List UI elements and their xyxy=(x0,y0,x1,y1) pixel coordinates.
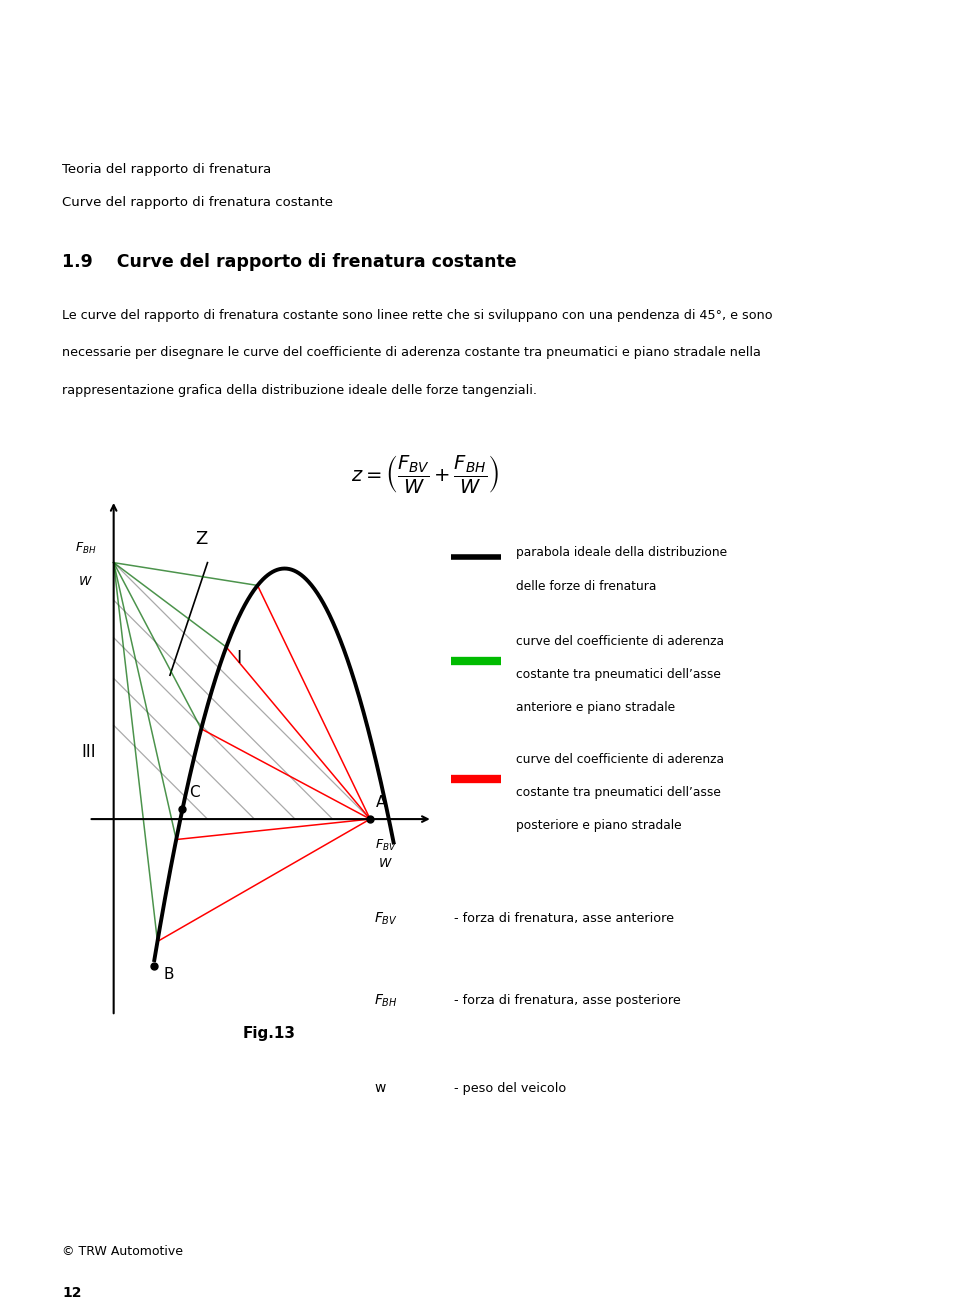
Text: curve del coefficiente di aderenza: curve del coefficiente di aderenza xyxy=(516,753,724,766)
Text: III: III xyxy=(82,742,96,761)
Text: C: C xyxy=(189,784,200,800)
Text: Le curve del rapporto di frenatura costante sono linee rette che si sviluppano c: Le curve del rapporto di frenatura costa… xyxy=(62,309,773,322)
Text: anteriore e piano stradale: anteriore e piano stradale xyxy=(516,701,675,715)
Text: $F_{BH}$: $F_{BH}$ xyxy=(75,541,96,557)
Text: - forza di frenatura, asse anteriore: - forza di frenatura, asse anteriore xyxy=(454,912,674,925)
Text: delle forze di frenatura: delle forze di frenatura xyxy=(516,579,657,592)
Text: $F_{BH}$: $F_{BH}$ xyxy=(374,992,398,1009)
Text: Z: Z xyxy=(195,530,207,547)
Text: costante tra pneumatici dell’asse: costante tra pneumatici dell’asse xyxy=(516,786,721,799)
Text: - peso del veicolo: - peso del veicolo xyxy=(454,1082,566,1095)
Text: 12: 12 xyxy=(62,1286,82,1300)
Text: curve del coefficiente di aderenza: curve del coefficiente di aderenza xyxy=(516,634,724,647)
Text: Teoria del rapporto di frenatura: Teoria del rapporto di frenatura xyxy=(62,163,272,175)
Text: $W$: $W$ xyxy=(378,857,394,870)
Text: I: I xyxy=(236,649,241,667)
Text: Fig.13: Fig.13 xyxy=(242,1025,296,1041)
Text: $W$: $W$ xyxy=(78,575,93,588)
Text: necessarie per disegnare le curve del coefficiente di aderenza costante tra pneu: necessarie per disegnare le curve del co… xyxy=(62,346,761,359)
Text: A: A xyxy=(376,795,387,809)
Text: TRW: TRW xyxy=(779,51,892,95)
Text: costante tra pneumatici dell’asse: costante tra pneumatici dell’asse xyxy=(516,669,721,680)
Text: $F_{BV}$: $F_{BV}$ xyxy=(375,838,396,853)
Text: posteriore e piano stradale: posteriore e piano stradale xyxy=(516,819,682,832)
Text: $z= \left(\dfrac{F_{BV}}{W} + \dfrac{F_{BH}}{W}\right)$: $z= \left(\dfrac{F_{BV}}{W} + \dfrac{F_{… xyxy=(351,453,499,495)
Text: TRW – Safety: TRW – Safety xyxy=(67,63,201,82)
Text: © TRW Automotive: © TRW Automotive xyxy=(62,1245,183,1258)
Text: w: w xyxy=(374,1082,386,1095)
Text: Curve del rapporto di frenatura costante: Curve del rapporto di frenatura costante xyxy=(62,196,333,209)
Text: parabola ideale della distribuzione: parabola ideale della distribuzione xyxy=(516,546,728,559)
Text: rappresentazione grafica della distribuzione ideale delle forze tangenziali.: rappresentazione grafica della distribuz… xyxy=(62,384,538,397)
Text: $F_{BV}$: $F_{BV}$ xyxy=(374,911,398,926)
Text: B: B xyxy=(164,966,174,982)
Text: 1.9    Curve del rapporto di frenatura costante: 1.9 Curve del rapporto di frenatura cost… xyxy=(62,253,517,271)
Text: - forza di frenatura, asse posteriore: - forza di frenatura, asse posteriore xyxy=(454,995,681,1007)
